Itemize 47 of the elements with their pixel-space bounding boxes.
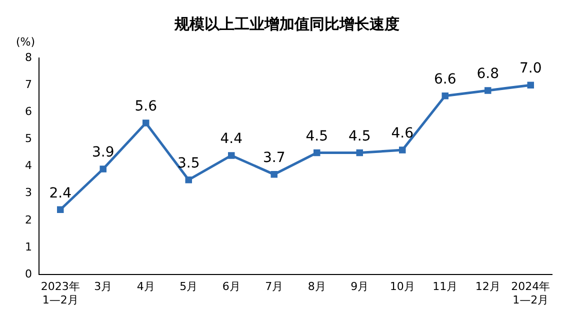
x-tick-label: 5月	[180, 280, 198, 294]
y-tick-label: 6	[25, 105, 32, 118]
y-tick-label: 3	[25, 186, 32, 200]
data-label: 3.7	[262, 150, 286, 166]
point	[142, 120, 150, 126]
x-tick-label: 6月	[222, 280, 240, 294]
point	[442, 92, 448, 100]
x-tick-label: 8月	[308, 280, 326, 294]
data-label: 7.0	[519, 60, 542, 77]
y-tick-label: 7	[25, 78, 32, 91]
data-label: 4.4	[220, 131, 243, 148]
point	[100, 166, 106, 172]
x-tick-label: 12月	[475, 280, 500, 294]
y-tick-label: 1	[25, 240, 32, 254]
point	[484, 87, 492, 94]
data-label: 3.5	[177, 155, 200, 172]
point	[399, 146, 406, 154]
chart-title: 规模以上工业增加值同比增长速度	[174, 14, 400, 33]
point	[270, 171, 278, 178]
data-label: 6.8	[476, 66, 500, 82]
y-tick-label: 8	[25, 50, 32, 64]
y-axis-title: (%)	[16, 35, 36, 48]
point	[314, 149, 320, 156]
data-label: 3.9	[92, 144, 114, 161]
data-label: 5.6	[134, 98, 158, 115]
x-tick-label: 4月	[136, 280, 155, 294]
x-tick-label: 2024年 1—2月	[511, 280, 550, 306]
data-label: 4.6	[391, 126, 414, 142]
y-tick-label: 0	[25, 267, 32, 280]
data-label: 6.6	[434, 72, 456, 88]
x-tick-label: 10月	[390, 280, 415, 294]
x-tick-label: 3月	[94, 280, 112, 294]
data-label: 2.4	[49, 185, 72, 202]
x-tick-label: 7月	[265, 280, 284, 294]
point	[228, 152, 235, 159]
point	[185, 176, 192, 184]
data-label: 4.5	[306, 128, 328, 144]
x-tick-label: 11月	[432, 280, 458, 294]
point	[57, 206, 64, 213]
data-label: 4.5	[348, 128, 371, 144]
point	[356, 149, 363, 156]
y-tick-label: 4	[25, 159, 32, 172]
x-tick-label: 9月	[350, 280, 369, 294]
y-tick-label: 2	[25, 213, 32, 226]
y-tick-label: 5	[25, 132, 32, 146]
x-tick-label: 2023年 1—2月	[40, 280, 80, 306]
point	[527, 82, 534, 88]
